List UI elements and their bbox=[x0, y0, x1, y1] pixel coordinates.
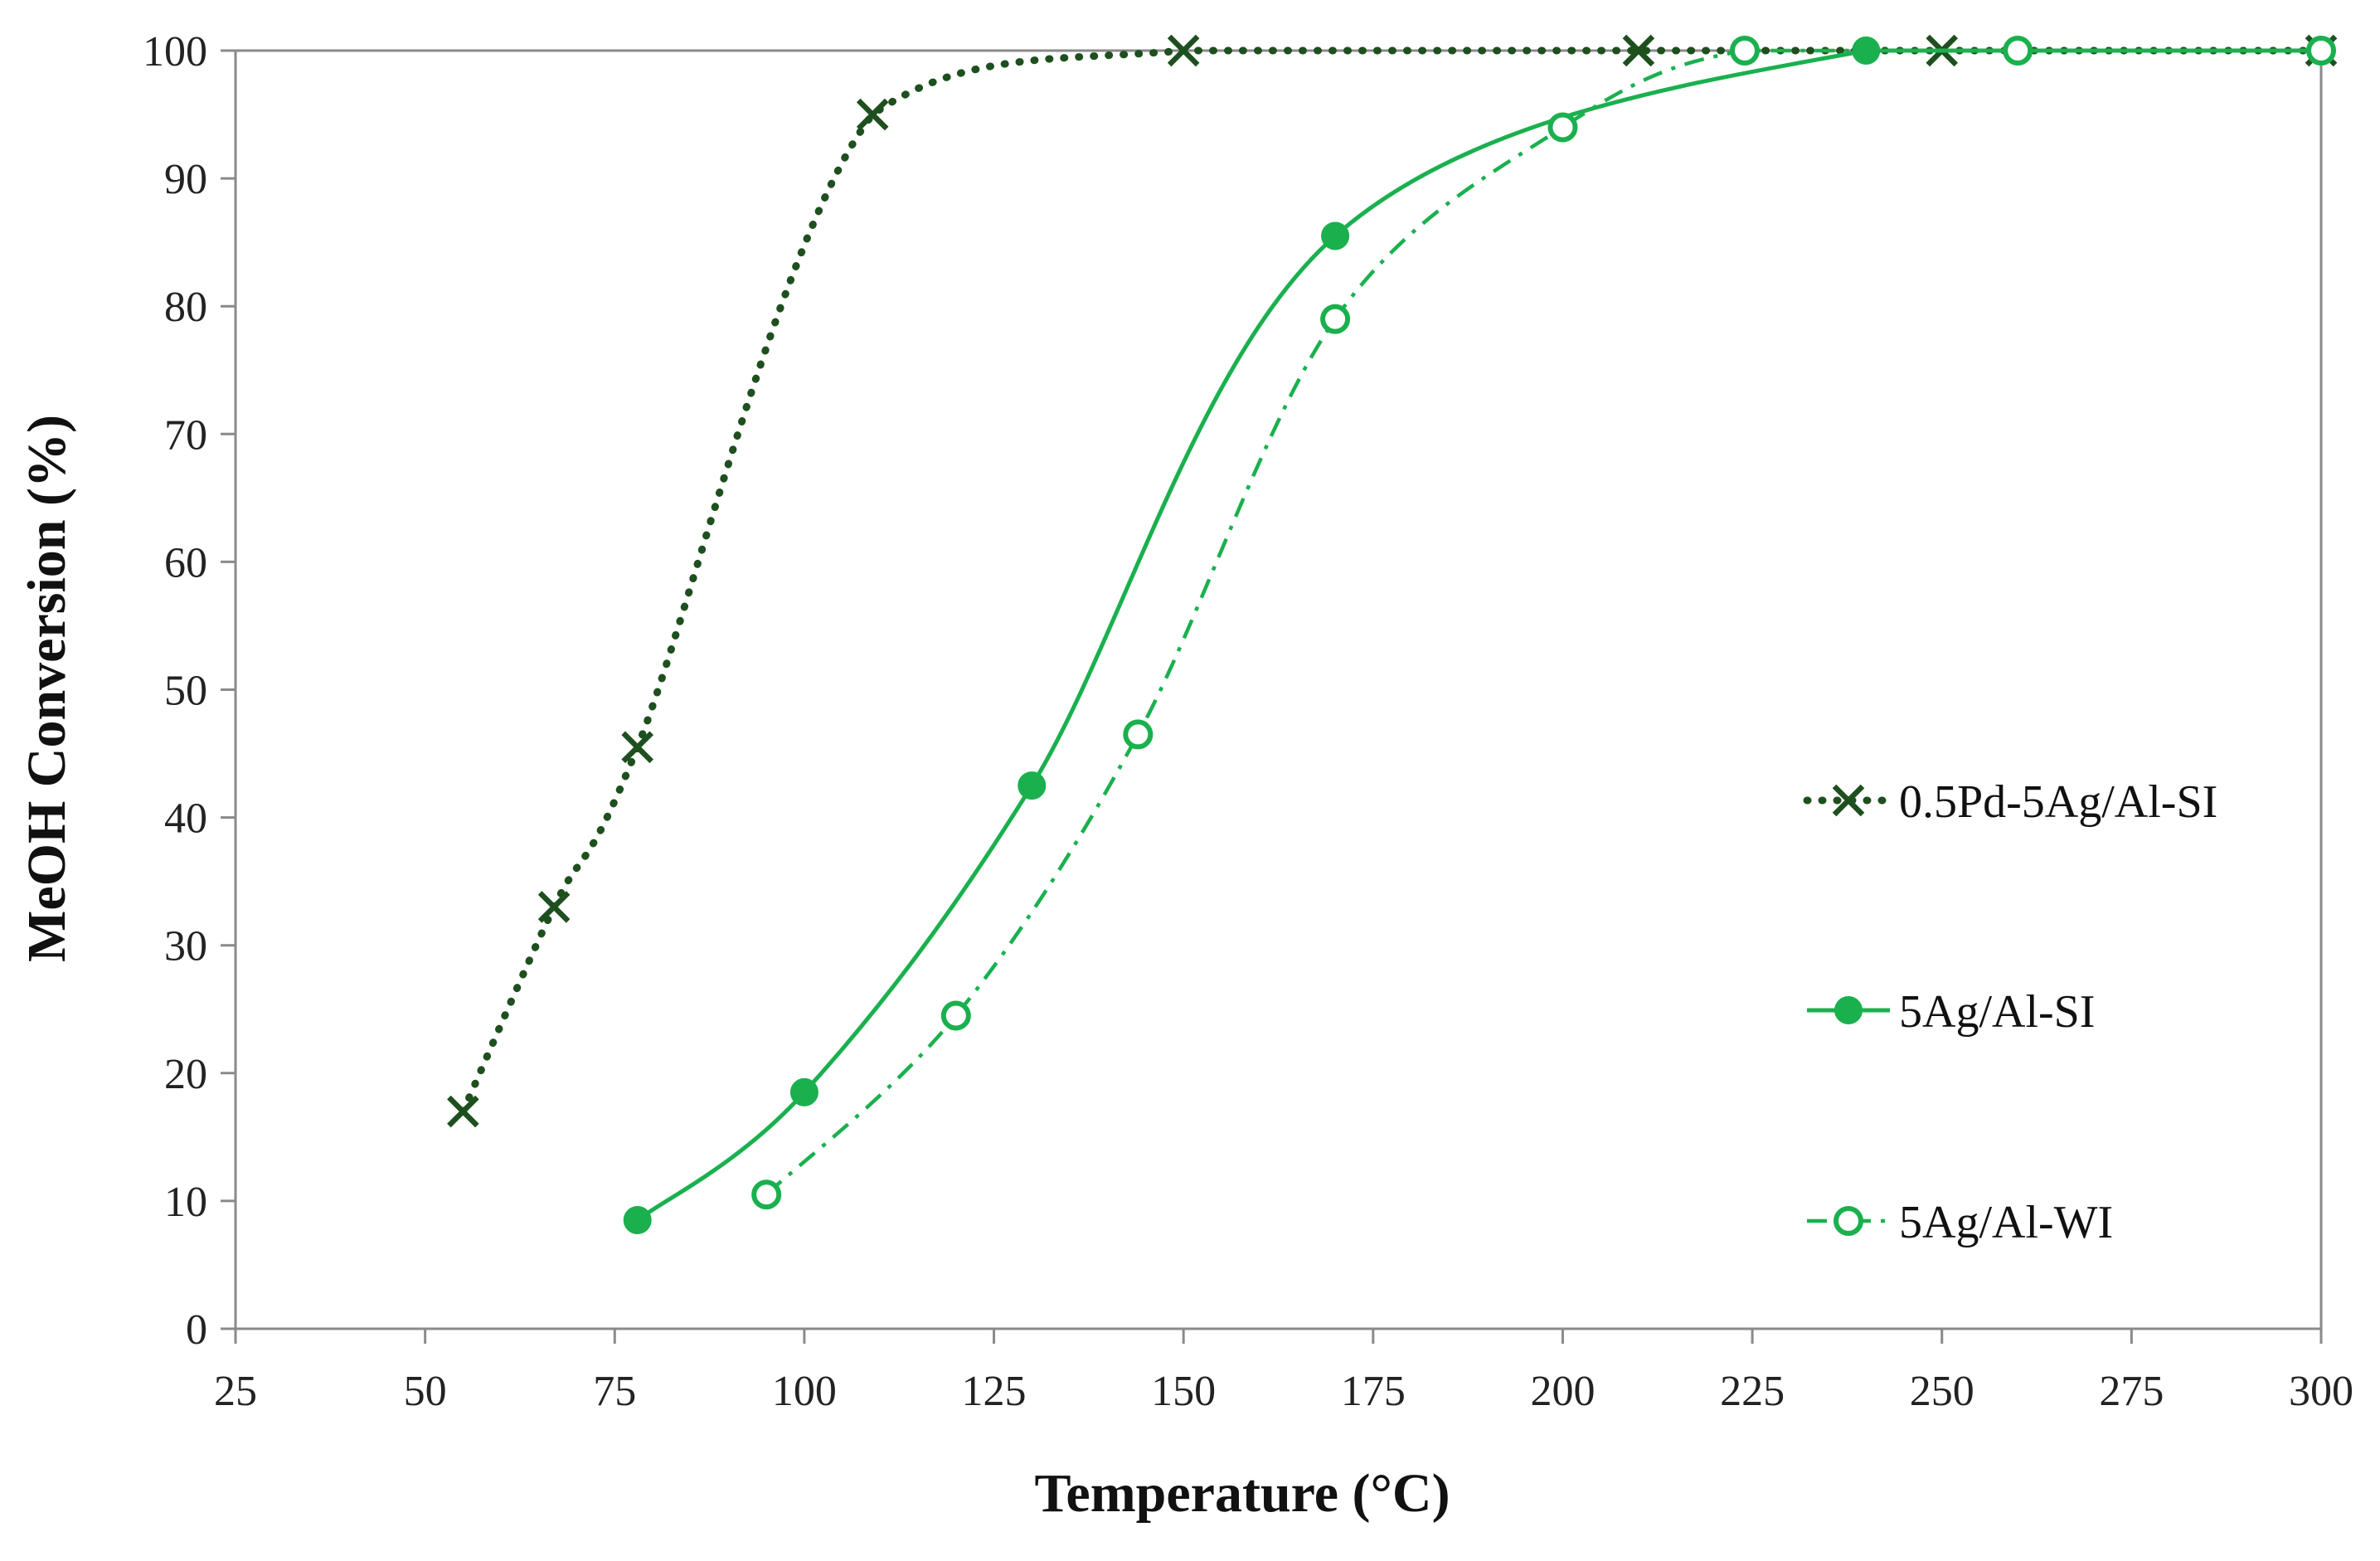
x-tick-label: 150 bbox=[1151, 1368, 1216, 1415]
y-tick-label: 90 bbox=[164, 156, 207, 203]
x-tick-label: 100 bbox=[772, 1368, 837, 1415]
legend-label: 0.5Pd-5Ag/Al-SI bbox=[1899, 776, 2217, 828]
x-tick-label: 275 bbox=[2099, 1368, 2164, 1415]
series-1 bbox=[623, 36, 2335, 1235]
data-point bbox=[1321, 221, 1350, 250]
data-point bbox=[2306, 36, 2336, 66]
data-point bbox=[789, 1077, 818, 1106]
x-tick-label: 175 bbox=[1341, 1368, 1406, 1415]
data-point bbox=[1729, 36, 1760, 66]
data-point bbox=[1832, 784, 1865, 817]
y-tick-label: 30 bbox=[164, 923, 207, 970]
legend: 0.5Pd-5Ag/Al-SI 5Ag/Al-SI 5Ag/Al-WI bbox=[1803, 776, 2217, 1248]
legend-item-2: 5Ag/Al-WI bbox=[1807, 1197, 2113, 1248]
data-point bbox=[537, 891, 571, 923]
legend-item-1: 5Ag/Al-SI bbox=[1807, 986, 2095, 1038]
x-tick-label: 125 bbox=[962, 1368, 1027, 1415]
data-point bbox=[1622, 34, 1655, 67]
x-tick-label: 200 bbox=[1530, 1368, 1595, 1415]
x-marker-stroke bbox=[1167, 34, 1200, 67]
series-2 bbox=[751, 36, 2336, 1210]
y-tick-label: 60 bbox=[164, 539, 207, 586]
y-tick-label: 50 bbox=[164, 668, 207, 715]
x-marker-stroke bbox=[537, 891, 571, 923]
x-tick-label: 250 bbox=[1910, 1368, 1974, 1415]
legend-label: 5Ag/Al-WI bbox=[1899, 1197, 2113, 1248]
series-0 bbox=[447, 34, 2338, 1128]
x-marker-stroke bbox=[856, 98, 889, 131]
x-marker-stroke bbox=[621, 731, 654, 764]
y-tick-label: 70 bbox=[164, 411, 207, 459]
x-marker-stroke bbox=[1832, 784, 1865, 817]
y-tick-label: 10 bbox=[164, 1179, 207, 1226]
x-marker-stroke bbox=[1622, 34, 1655, 67]
data-point bbox=[1547, 112, 1578, 143]
data-point bbox=[1834, 996, 1863, 1024]
legend-label: 5Ag/Al-SI bbox=[1899, 986, 2095, 1038]
data-point bbox=[1320, 304, 1351, 334]
data-point bbox=[621, 731, 654, 764]
data-point bbox=[751, 1179, 782, 1210]
y-tick-label: 80 bbox=[164, 284, 207, 331]
axes bbox=[221, 49, 2323, 1344]
data-point bbox=[1167, 34, 1200, 67]
x-tick-label: 50 bbox=[404, 1368, 447, 1415]
x-tick-label: 225 bbox=[1720, 1368, 1785, 1415]
data-point bbox=[447, 1095, 479, 1128]
y-tick-label: 20 bbox=[164, 1051, 207, 1098]
y-tick-label: 0 bbox=[186, 1306, 207, 1354]
data-point bbox=[856, 98, 889, 131]
x-tick-label: 25 bbox=[214, 1368, 257, 1415]
x-axis-title: Temperature (°C) bbox=[1034, 1463, 1450, 1524]
data-point bbox=[940, 1000, 971, 1031]
series-line bbox=[459, 46, 2325, 1116]
data-point bbox=[1123, 719, 1154, 750]
data-point bbox=[623, 1206, 652, 1235]
data-point bbox=[1834, 1206, 1863, 1236]
series-line bbox=[636, 48, 2321, 1223]
tick-labels: 0 10 20 30 40 50 60 70 80 90 100 25 50 75 100 125 150 175… bbox=[143, 28, 2353, 1415]
y-tick-label: 40 bbox=[164, 795, 207, 843]
data-point bbox=[1018, 771, 1047, 800]
legend-item-0: 0.5Pd-5Ag/Al-SI bbox=[1803, 776, 2217, 828]
x-tick-label: 75 bbox=[593, 1368, 636, 1415]
data-point bbox=[2003, 36, 2033, 66]
y-axis-title: MeOH Conversion (%) bbox=[17, 415, 77, 962]
y-tick-label: 100 bbox=[143, 28, 207, 75]
x-marker-stroke bbox=[447, 1095, 479, 1128]
series-line bbox=[765, 48, 2321, 1196]
series-group bbox=[447, 34, 2338, 1235]
x-tick-label: 300 bbox=[2289, 1368, 2353, 1415]
